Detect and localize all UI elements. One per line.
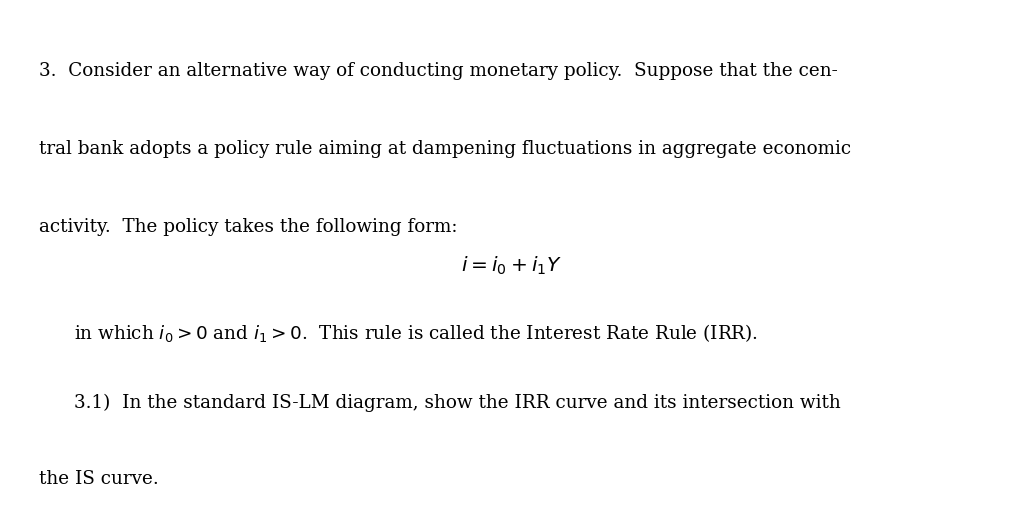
- Text: in which $i_0 > 0$ and $i_1 > 0$.  This rule is called the Interest Rate Rule (I: in which $i_0 > 0$ and $i_1 > 0$. This r…: [74, 323, 757, 344]
- Text: tral bank adopts a policy rule aiming at dampening fluctuations in aggregate eco: tral bank adopts a policy rule aiming at…: [39, 140, 851, 158]
- Text: $i = i_0 + i_1 Y$: $i = i_0 + i_1 Y$: [461, 255, 561, 277]
- Text: 3.1)  In the standard IS-LM diagram, show the IRR curve and its intersection wit: 3.1) In the standard IS-LM diagram, show…: [74, 394, 840, 412]
- Text: the IS curve.: the IS curve.: [39, 470, 158, 488]
- Text: 3.  Consider an alternative way of conducting monetary policy.  Suppose that the: 3. Consider an alternative way of conduc…: [39, 62, 838, 80]
- Text: activity.  The policy takes the following form:: activity. The policy takes the following…: [39, 218, 457, 236]
